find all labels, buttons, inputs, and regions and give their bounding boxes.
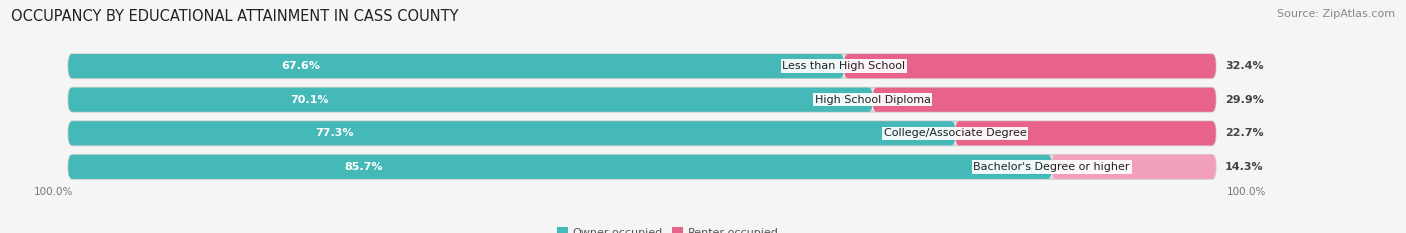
Legend: Owner-occupied, Renter-occupied: Owner-occupied, Renter-occupied xyxy=(553,223,783,233)
FancyBboxPatch shape xyxy=(873,88,1216,112)
Text: High School Diploma: High School Diploma xyxy=(814,95,931,105)
Text: 70.1%: 70.1% xyxy=(291,95,329,105)
Text: 77.3%: 77.3% xyxy=(315,128,354,138)
Text: 85.7%: 85.7% xyxy=(344,162,382,172)
Text: College/Associate Degree: College/Associate Degree xyxy=(884,128,1026,138)
Text: OCCUPANCY BY EDUCATIONAL ATTAINMENT IN CASS COUNTY: OCCUPANCY BY EDUCATIONAL ATTAINMENT IN C… xyxy=(11,9,458,24)
FancyBboxPatch shape xyxy=(69,54,844,78)
FancyBboxPatch shape xyxy=(69,54,1216,78)
Text: 14.3%: 14.3% xyxy=(1225,162,1264,172)
FancyBboxPatch shape xyxy=(69,155,1216,179)
Text: 100.0%: 100.0% xyxy=(34,187,73,197)
FancyBboxPatch shape xyxy=(1052,155,1216,179)
FancyBboxPatch shape xyxy=(69,121,1216,145)
FancyBboxPatch shape xyxy=(844,54,1216,78)
FancyBboxPatch shape xyxy=(69,88,1216,112)
Text: 22.7%: 22.7% xyxy=(1225,128,1264,138)
FancyBboxPatch shape xyxy=(69,155,1052,179)
Text: Less than High School: Less than High School xyxy=(782,61,905,71)
FancyBboxPatch shape xyxy=(955,121,1216,145)
Text: 100.0%: 100.0% xyxy=(1227,187,1267,197)
Text: Bachelor's Degree or higher: Bachelor's Degree or higher xyxy=(973,162,1130,172)
Text: 67.6%: 67.6% xyxy=(281,61,321,71)
Text: 29.9%: 29.9% xyxy=(1225,95,1264,105)
FancyBboxPatch shape xyxy=(69,88,873,112)
Text: 32.4%: 32.4% xyxy=(1225,61,1264,71)
Text: Source: ZipAtlas.com: Source: ZipAtlas.com xyxy=(1277,9,1395,19)
FancyBboxPatch shape xyxy=(69,121,955,145)
